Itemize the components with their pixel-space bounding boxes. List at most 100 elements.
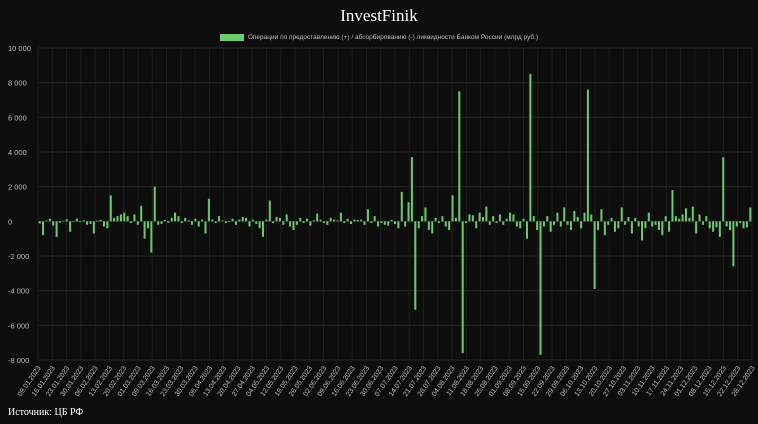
bar [278, 217, 281, 222]
bar [55, 221, 58, 237]
bar [525, 221, 528, 239]
bar [275, 217, 278, 222]
bar [319, 219, 322, 222]
bar [651, 221, 654, 227]
bar [569, 221, 572, 230]
bar [502, 221, 505, 225]
y-tick-label: -2 000 [8, 252, 29, 261]
legend[interactable]: Операции по предоставлению (+) / абсорби… [0, 34, 758, 41]
bar [170, 217, 173, 222]
bar [532, 216, 535, 222]
bar [329, 217, 332, 222]
bar [255, 221, 258, 224]
bar [461, 221, 464, 354]
bar [701, 221, 704, 225]
bar [417, 221, 420, 229]
y-tick-label: 0 [8, 217, 12, 226]
bar [201, 219, 204, 222]
bar [69, 221, 72, 232]
bar [92, 221, 95, 234]
bar [160, 221, 163, 224]
bar [167, 221, 170, 224]
bar [739, 221, 742, 224]
bar [221, 220, 224, 222]
bar [414, 221, 417, 310]
bar [495, 221, 498, 224]
bar [586, 89, 589, 222]
bar [282, 221, 285, 225]
bar [715, 221, 718, 228]
bar [211, 219, 214, 222]
bar [492, 216, 495, 222]
bar [590, 214, 593, 222]
bar [187, 220, 190, 222]
bar [448, 221, 451, 230]
bar [637, 221, 640, 227]
bar [316, 213, 319, 222]
bar [661, 221, 664, 236]
bar [553, 221, 556, 225]
bar [404, 221, 407, 227]
bar [262, 221, 265, 237]
bar [140, 205, 143, 222]
bar [86, 221, 89, 225]
bar [380, 221, 383, 224]
bar [45, 220, 48, 222]
bar [580, 221, 583, 229]
bar [197, 221, 200, 227]
bar [393, 221, 397, 224]
bar [735, 221, 738, 227]
chart-title: InvestFinik [340, 6, 418, 25]
bar [593, 221, 596, 289]
bar [674, 216, 677, 222]
bar [306, 218, 309, 222]
bar [617, 221, 620, 229]
bar [370, 221, 373, 224]
bar [566, 221, 569, 225]
y-tick-label: -6 000 [8, 321, 29, 330]
bar [58, 221, 62, 223]
bar [512, 214, 515, 222]
bar [630, 221, 633, 234]
bar [641, 221, 644, 241]
bar [48, 218, 51, 222]
bar [691, 206, 694, 222]
bar [434, 217, 437, 222]
bar [732, 221, 735, 267]
bar [285, 214, 288, 222]
bar [126, 216, 129, 222]
bar [664, 216, 667, 222]
bar [231, 218, 234, 222]
bar [363, 221, 366, 225]
bar [712, 221, 715, 232]
bar [410, 157, 413, 222]
bar [441, 216, 444, 222]
bar [559, 221, 562, 227]
bar [106, 221, 109, 229]
bar [258, 221, 261, 229]
bar [157, 221, 160, 225]
bar [377, 221, 380, 227]
bar [174, 212, 177, 222]
y-tick-label: 6 000 [8, 113, 27, 122]
bar [546, 216, 549, 222]
bar [522, 218, 525, 222]
bar [356, 219, 359, 222]
bar [194, 218, 197, 222]
bar [79, 221, 82, 223]
bar [89, 221, 92, 224]
bar [299, 217, 302, 222]
bar [563, 207, 566, 222]
bar [705, 216, 708, 222]
bar [373, 216, 376, 222]
bar [207, 198, 210, 222]
bar [529, 74, 532, 222]
bar [539, 221, 542, 355]
bar [123, 212, 126, 222]
bar [295, 221, 298, 225]
bar [390, 219, 393, 222]
bar [627, 217, 630, 222]
bar [668, 221, 671, 232]
bar [745, 221, 748, 228]
